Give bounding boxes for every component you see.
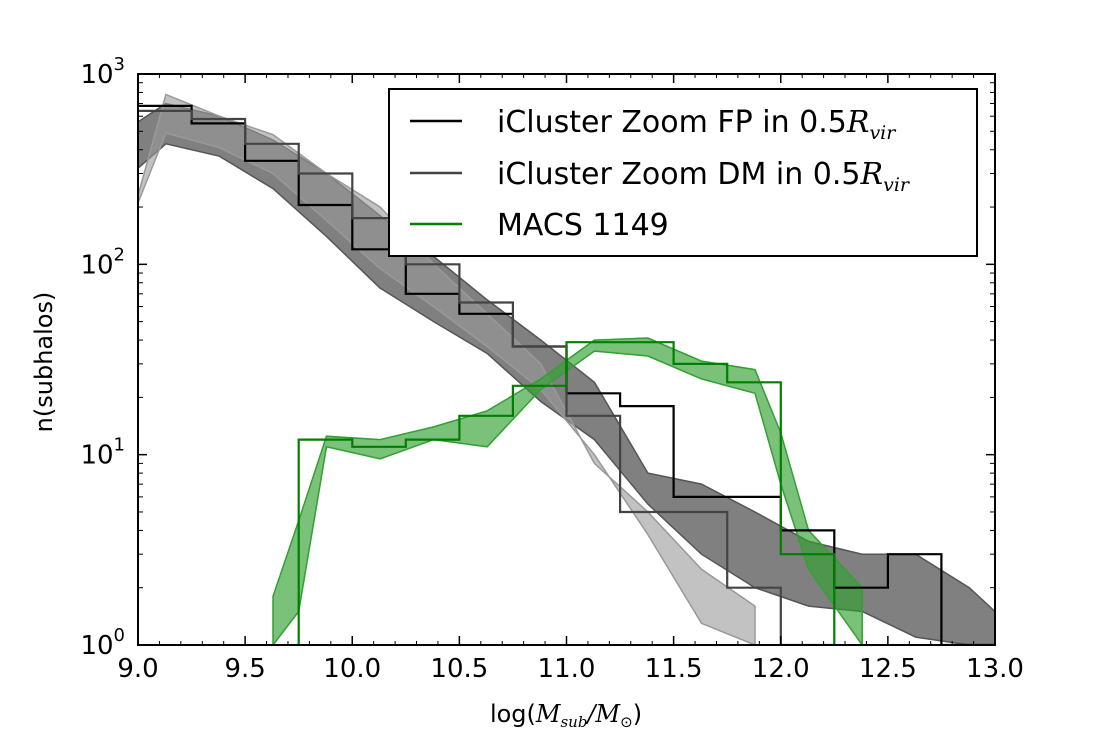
x-tick-label: 12.5 [859, 654, 917, 684]
x-tick-label: 10.5 [430, 654, 488, 684]
step-series-1 [138, 109, 835, 645]
step-series-2 [297, 341, 836, 645]
y-tick-label: 101 [80, 435, 125, 471]
legend-label-dm-text: iCluster Zoom DM in 0.5 [497, 157, 861, 192]
x-axis-label: log(Msub/M⊙) [490, 700, 642, 731]
x-axis-label-suffix: ) [633, 700, 642, 728]
x-tick-label: 9.5 [224, 654, 265, 684]
legend-frame [388, 88, 978, 257]
legend-label-dm-sub: vir [883, 174, 911, 196]
y-tick-label: 102 [80, 244, 125, 280]
x-tick-label: 13.0 [966, 654, 1024, 684]
x-axis-label-mass: M [535, 700, 562, 728]
x-axis-label-prefix: log( [490, 700, 536, 728]
legend-label-fp-sub: vir [869, 122, 897, 144]
tick-labels-layer: 9.0 9.5 10.0 10.5 11.0 11.5 12.0 12.5 13.0 100 101… [80, 54, 1023, 684]
plot-frame [137, 73, 996, 646]
x-tick-label: 10.0 [323, 654, 381, 684]
x-tick-label: 11.0 [538, 654, 596, 684]
x-axis-label-sub1: sub [560, 713, 587, 731]
legend: iCluster Zoom FP in 0.5Rvir iCluster Zoo… [388, 88, 978, 257]
legend-label-dm: iCluster Zoom DM in 0.5Rvir [497, 157, 911, 196]
y-tick-label: 100 [80, 625, 125, 661]
x-tick-label: 11.5 [645, 654, 703, 684]
legend-label-macs: MACS 1149 [497, 208, 669, 243]
legend-label-fp-r: R [846, 105, 870, 140]
y-axis-label: n(subhalos) [30, 292, 58, 433]
x-tick-label: 9.0 [117, 654, 158, 684]
steps-layer [138, 104, 995, 645]
x-tick-label: 12.0 [752, 654, 810, 684]
y-tick-label: 103 [80, 54, 125, 90]
legend-label-fp-text: iCluster Zoom FP in 0.5 [497, 105, 847, 140]
legend-label-dm-r: R [860, 157, 884, 192]
legend-label-fp: iCluster Zoom FP in 0.5Rvir [497, 105, 897, 144]
band-dm-band [138, 93, 756, 645]
x-axis-label-slash: /M [585, 700, 621, 728]
x-axis-label-sub2: ⊙ [620, 713, 633, 731]
